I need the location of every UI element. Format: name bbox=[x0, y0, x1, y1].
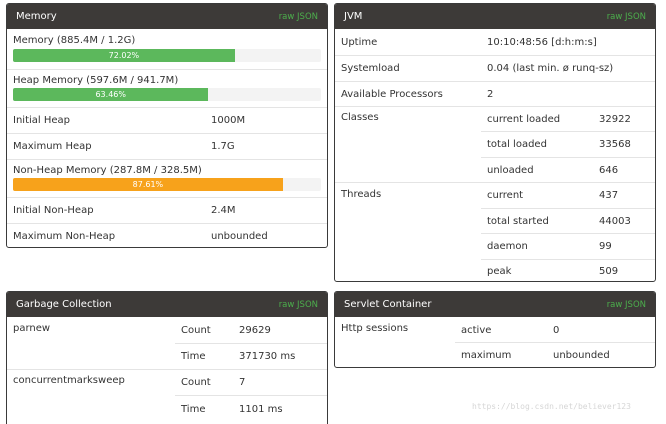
jvm-panel: JVM raw JSON Uptime 10:10:48:56 [d:h:m:s… bbox=[334, 3, 656, 282]
maximum-nonheap-label: Maximum Non-Heap bbox=[13, 230, 116, 242]
threads-daemon-value: 99 bbox=[599, 241, 612, 252]
gc-panel-title: Garbage Collection bbox=[16, 299, 112, 310]
nonheap-usage-row: Non-Heap Memory (287.8M / 328.5M) 87.61% bbox=[7, 160, 327, 198]
servlet-panel-title: Servlet Container bbox=[344, 299, 432, 310]
gc-panel-header: Garbage Collection raw JSON bbox=[7, 292, 327, 317]
threads-total-label: total started bbox=[487, 215, 549, 227]
http-sessions-label: Http sessions bbox=[341, 323, 409, 334]
systemload-value: 0.04 (last min. ø runq-sz) bbox=[487, 63, 614, 74]
classes-unloaded-value: 646 bbox=[599, 164, 619, 176]
gc-panel: Garbage Collection raw JSON parnew Count… bbox=[6, 291, 328, 424]
gc-raw-json-link[interactable]: raw JSON bbox=[278, 299, 318, 310]
gc-parnew-count-row: Count 29629 bbox=[175, 318, 327, 344]
systemload-row: Systemload 0.04 (last min. ø runq-sz) bbox=[335, 56, 655, 82]
sessions-active-value: 0 bbox=[553, 324, 560, 336]
processors-value: 2 bbox=[487, 88, 494, 100]
threads-peak-value: 509 bbox=[599, 265, 619, 277]
memory-usage-bar: 72.02% bbox=[13, 49, 321, 62]
threads-current-label: current bbox=[487, 190, 524, 201]
servlet-panel: Servlet Container raw JSON Http sessions… bbox=[334, 291, 656, 368]
maximum-heap-value: 1.7G bbox=[211, 141, 235, 152]
initial-nonheap-label: Initial Non-Heap bbox=[13, 205, 94, 216]
nonheap-usage-fill: 87.61% bbox=[13, 178, 283, 191]
memory-usage-fill: 72.02% bbox=[13, 49, 235, 62]
gc-cms-time-value: 1101 ms bbox=[239, 403, 283, 415]
heap-usage-label: Heap Memory (597.6M / 941.7M) bbox=[13, 75, 179, 86]
threads-daemon-row: daemon 99 bbox=[481, 234, 655, 260]
classes-unloaded-row: unloaded 646 bbox=[335, 158, 655, 183]
maximum-nonheap-row: Maximum Non-Heap unbounded bbox=[7, 224, 327, 247]
threads-current-value: 437 bbox=[599, 190, 619, 201]
memory-usage-label: Memory (885.4M / 1.2G) bbox=[13, 35, 136, 46]
classes-total-label: total loaded bbox=[487, 139, 547, 150]
threads-label: Threads bbox=[341, 189, 382, 200]
initial-nonheap-row: Initial Non-Heap 2.4M bbox=[7, 198, 327, 224]
memory-raw-json-link[interactable]: raw JSON bbox=[278, 11, 318, 22]
heap-usage-fill: 63.46% bbox=[13, 88, 209, 101]
gc-parnew-time-row: Time 371730 ms bbox=[7, 344, 327, 370]
gc-cms-time-label: Time bbox=[181, 403, 206, 415]
heap-usage-bar: 63.46% bbox=[13, 88, 321, 101]
threads-peak-row: peak 509 bbox=[481, 260, 655, 281]
sessions-maximum-label: maximum bbox=[461, 350, 512, 361]
nonheap-usage-percent: 87.61% bbox=[132, 180, 164, 189]
uptime-row: Uptime 10:10:48:56 [d:h:m:s] bbox=[335, 30, 655, 56]
initial-heap-value: 1000M bbox=[211, 115, 246, 126]
memory-usage-row: Memory (885.4M / 1.2G) 72.02% bbox=[7, 30, 327, 70]
classes-current-label: current loaded bbox=[487, 113, 561, 125]
sessions-active-label: active bbox=[461, 324, 492, 336]
gc-parnew-name: parnew bbox=[13, 323, 51, 334]
nonheap-usage-label: Non-Heap Memory (287.8M / 328.5M) bbox=[13, 165, 202, 176]
processors-label: Available Processors bbox=[341, 88, 443, 100]
sessions-maximum-row: maximum unbounded bbox=[455, 343, 655, 367]
systemload-label: Systemload bbox=[341, 63, 400, 74]
memory-panel-header: Memory raw JSON bbox=[7, 4, 327, 29]
gc-parnew-count-label: Count bbox=[181, 325, 211, 336]
jvm-panel-title: JVM bbox=[344, 11, 363, 22]
threads-total-value: 44003 bbox=[599, 215, 631, 227]
classes-total-row: total loaded 33568 bbox=[481, 132, 655, 158]
maximum-heap-label: Maximum Heap bbox=[13, 141, 92, 152]
classes-total-value: 33568 bbox=[599, 139, 631, 150]
heap-usage-percent: 63.46% bbox=[95, 90, 126, 99]
maximum-nonheap-value: unbounded bbox=[211, 230, 268, 242]
initial-heap-row: Initial Heap 1000M bbox=[7, 108, 327, 134]
servlet-raw-json-link[interactable]: raw JSON bbox=[606, 299, 646, 310]
processors-row: Available Processors 2 bbox=[335, 82, 655, 107]
threads-current-row: current 437 bbox=[481, 183, 655, 209]
classes-current-value: 32922 bbox=[599, 113, 631, 125]
sessions-maximum-value: unbounded bbox=[553, 350, 610, 361]
threads-peak-label: peak bbox=[487, 265, 512, 277]
threads-daemon-label: daemon bbox=[487, 241, 528, 252]
gc-cms-count-label: Count bbox=[181, 377, 211, 388]
servlet-panel-header: Servlet Container raw JSON bbox=[335, 292, 655, 317]
gc-cms-name: concurrentmarksweep bbox=[13, 375, 125, 386]
classes-label: Classes bbox=[341, 112, 379, 123]
gc-cms-count-value: 7 bbox=[239, 377, 246, 388]
gc-parnew-time-label: Time bbox=[181, 351, 206, 362]
sessions-active-row: active 0 bbox=[455, 318, 655, 343]
gc-parnew-count-value: 29629 bbox=[239, 325, 271, 336]
gc-parnew-time-value: 371730 ms bbox=[239, 351, 296, 362]
threads-total-row: total started 44003 bbox=[481, 209, 655, 234]
heap-usage-row: Heap Memory (597.6M / 941.7M) 63.46% bbox=[7, 70, 327, 108]
nonheap-usage-bar: 87.61% bbox=[13, 178, 321, 191]
initial-nonheap-value: 2.4M bbox=[211, 205, 236, 216]
jvm-raw-json-link[interactable]: raw JSON bbox=[606, 11, 646, 22]
memory-panel: Memory raw JSON Memory (885.4M / 1.2G) 7… bbox=[6, 3, 328, 248]
maximum-heap-row: Maximum Heap 1.7G bbox=[7, 134, 327, 160]
classes-current-row: current loaded 32922 bbox=[481, 107, 655, 132]
jvm-panel-header: JVM raw JSON bbox=[335, 4, 655, 29]
initial-heap-label: Initial Heap bbox=[13, 115, 70, 126]
watermark: https://blog.csdn.net/believer123 bbox=[472, 402, 631, 411]
memory-usage-percent: 72.02% bbox=[108, 51, 140, 60]
gc-cms-time-row: Time 1101 ms bbox=[175, 396, 327, 422]
uptime-label: Uptime bbox=[341, 37, 378, 48]
gc-cms-count-row: Count 7 bbox=[175, 370, 327, 396]
memory-panel-title: Memory bbox=[16, 11, 57, 22]
classes-unloaded-label: unloaded bbox=[487, 164, 534, 176]
uptime-value: 10:10:48:56 [d:h:m:s] bbox=[487, 37, 597, 48]
